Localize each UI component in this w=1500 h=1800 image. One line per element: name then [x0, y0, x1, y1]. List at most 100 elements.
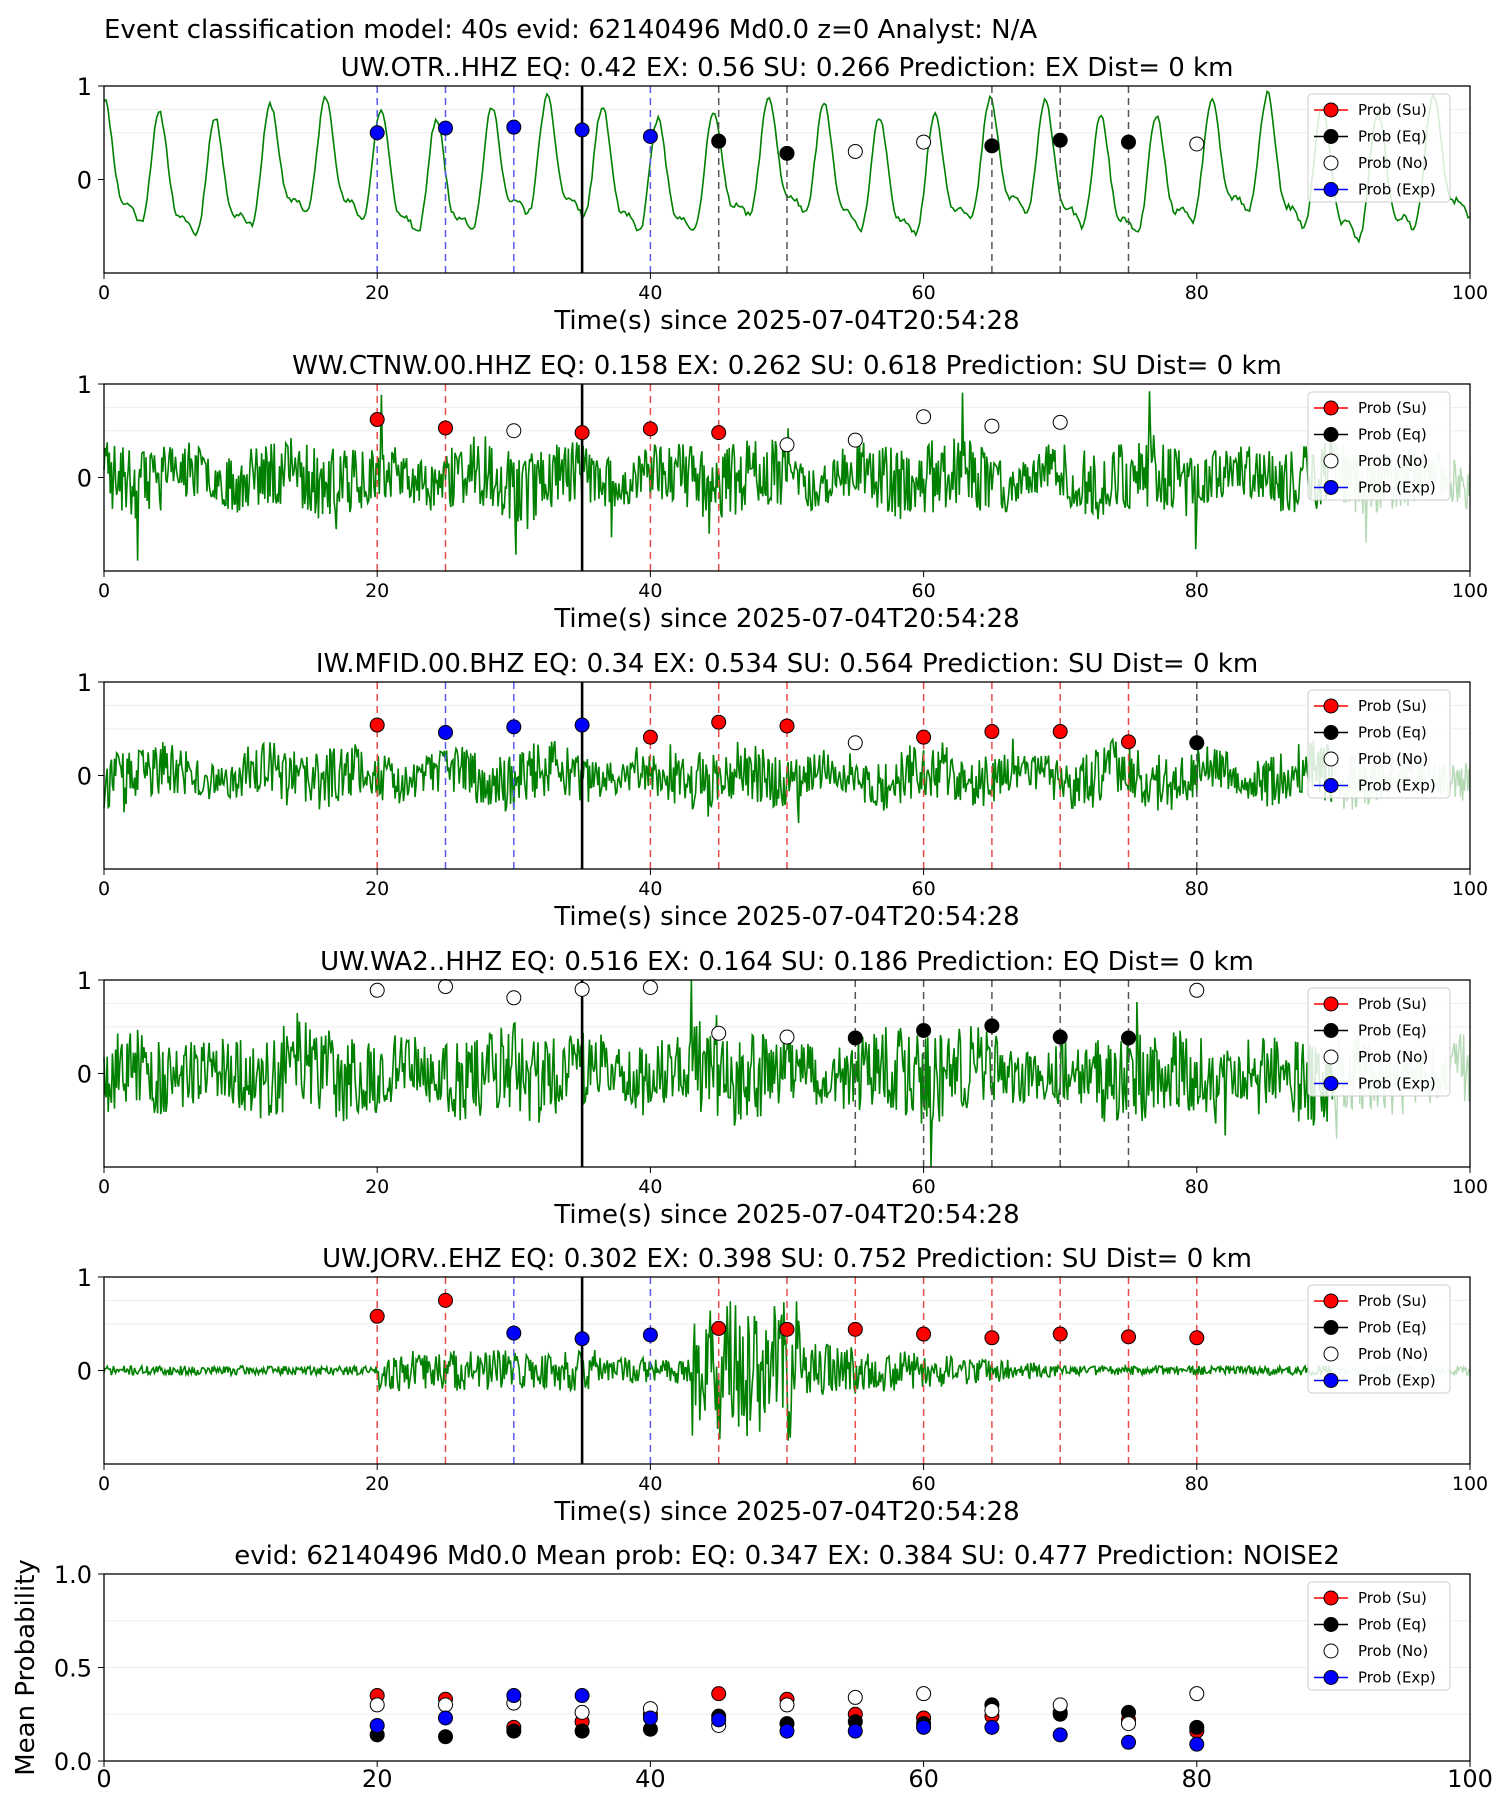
mean-prob-point-exp — [779, 1723, 795, 1739]
mean-prob-point-eq — [438, 1729, 453, 1745]
legend-label-su: Prob (Su) — [1358, 995, 1427, 1013]
prob-point-exp — [438, 724, 453, 740]
y-tick-label: 0.5 — [54, 1655, 92, 1683]
mean-prob-point-no — [1121, 1716, 1136, 1732]
mean-prob-point-no — [1189, 1686, 1205, 1702]
prob-point-no — [711, 1025, 727, 1041]
legend-marker-exp — [1323, 480, 1339, 495]
prob-point-su — [779, 1321, 795, 1337]
x-tick-label: 20 — [365, 1176, 389, 1198]
legend-marker-eq — [1323, 1320, 1339, 1335]
legend-marker-no — [1323, 751, 1339, 767]
mean-prob-point-exp — [1189, 1736, 1205, 1752]
x-tick-label: 80 — [1182, 1765, 1213, 1793]
legend-marker-su — [1323, 1590, 1339, 1606]
legend-marker-su — [1323, 400, 1339, 416]
prob-point-no — [574, 981, 590, 997]
panel-title: WW.CTNW.00.HHZ EQ: 0.158 EX: 0.262 SU: 0… — [292, 351, 1282, 381]
y-tick-label: 1.0 — [54, 1561, 92, 1589]
prob-point-su — [779, 718, 795, 734]
x-tick-label: 20 — [365, 1473, 389, 1495]
legend-marker-eq — [1323, 725, 1339, 740]
y-tick-label: 0 — [77, 465, 92, 493]
legend-box — [1307, 689, 1451, 799]
prob-point-su — [574, 425, 590, 441]
legend-marker-no — [1323, 155, 1339, 171]
legend-box — [1307, 391, 1451, 501]
y-tick-label: 0.0 — [54, 1748, 92, 1776]
legend-label-no: Prob (No) — [1358, 154, 1428, 172]
x-axis-label: Time(s) since 2025-07-04T20:54:28 — [553, 902, 1019, 932]
panel-1: Prob (Su) Prob (Eq) Prob (No) Prob (Exp) 0 20… — [77, 53, 1488, 336]
legend-label-eq: Prob (Eq) — [1358, 724, 1427, 742]
y-tick-label: 1 — [77, 1264, 92, 1292]
legend-box — [1307, 93, 1451, 203]
mean-prob-point-exp — [916, 1719, 932, 1735]
prob-point-no — [916, 134, 932, 150]
prob-point-eq — [847, 1030, 863, 1046]
prob-point-exp — [506, 719, 522, 735]
prob-point-exp — [438, 120, 453, 136]
x-tick-label: 40 — [638, 580, 662, 602]
prob-point-no — [984, 418, 1000, 434]
x-tick-label: 100 — [1452, 1473, 1488, 1495]
legend-marker-no — [1323, 453, 1339, 469]
x-axis-label: Time(s) since 2025-07-04T20:54:28 — [553, 1200, 1019, 1230]
prob-point-su — [711, 1320, 727, 1336]
legend-box — [1307, 987, 1451, 1097]
prob-point-eq — [1121, 1030, 1136, 1046]
x-tick-label: 20 — [365, 580, 389, 602]
prob-point-su — [916, 729, 932, 745]
x-tick-label: 0 — [98, 282, 110, 304]
x-tick-label: 0 — [98, 1473, 110, 1495]
prob-point-eq — [1121, 134, 1136, 150]
waveform-trace — [103, 979, 1335, 1168]
prob-point-su — [1121, 734, 1136, 750]
mean-prob-point-eq — [506, 1723, 522, 1739]
legend-marker-su — [1323, 698, 1339, 714]
y-tick-label: 0 — [77, 1358, 92, 1386]
x-tick-label: 60 — [912, 580, 936, 602]
x-tick-label: 0 — [98, 878, 110, 900]
prob-point-su — [1052, 724, 1068, 740]
prob-point-su — [369, 412, 385, 428]
legend-label-eq: Prob (Eq) — [1358, 1616, 1427, 1634]
mean-prob-point-no — [574, 1704, 590, 1720]
prob-point-su — [711, 425, 727, 441]
mean-prob-point-exp — [711, 1712, 727, 1728]
panel-title: UW.OTR..HHZ EQ: 0.42 EX: 0.56 SU: 0.266 … — [341, 53, 1234, 83]
prob-point-no — [916, 409, 932, 425]
x-tick-label: 40 — [638, 1176, 662, 1198]
prob-point-su — [984, 724, 1000, 740]
prob-point-eq — [779, 145, 795, 161]
y-axis-label: Mean Probability — [11, 1559, 41, 1776]
prob-point-su — [1121, 1329, 1136, 1345]
prob-point-exp — [574, 717, 590, 733]
prob-point-su — [438, 1292, 453, 1308]
prob-point-no — [1189, 136, 1205, 152]
x-tick-label: 40 — [638, 282, 662, 304]
mean-prob-point-no — [984, 1703, 1000, 1719]
prob-point-exp — [642, 128, 658, 144]
legend-label-exp: Prob (Exp) — [1358, 479, 1436, 497]
legend-label-no: Prob (No) — [1358, 1642, 1428, 1660]
x-tick-label: 60 — [912, 1176, 936, 1198]
legend-marker-exp — [1323, 1076, 1339, 1091]
prob-point-eq — [984, 1018, 1000, 1034]
prob-point-exp — [506, 1325, 522, 1341]
mean-prob-point-no — [779, 1697, 795, 1713]
legend-label-exp: Prob (Exp) — [1358, 1372, 1436, 1390]
legend-marker-no — [1323, 1643, 1339, 1659]
panel-title: UW.WA2..HHZ EQ: 0.516 EX: 0.164 SU: 0.18… — [320, 947, 1254, 977]
prob-point-no — [779, 437, 795, 453]
legend-label-su: Prob (Su) — [1358, 1589, 1427, 1607]
legend-label-su: Prob (Su) — [1358, 697, 1427, 715]
x-tick-label: 40 — [638, 1473, 662, 1495]
legend-marker-eq — [1323, 1617, 1339, 1632]
legend-label-no: Prob (No) — [1358, 1345, 1428, 1363]
prob-point-exp — [642, 1327, 658, 1343]
mean-prob-point-exp — [574, 1688, 590, 1704]
panel-3: Prob (Su) Prob (Eq) Prob (No) Prob (Exp) 0 20… — [77, 649, 1488, 932]
mean-prob-point-exp — [1052, 1727, 1068, 1743]
x-tick-label: 20 — [365, 878, 389, 900]
